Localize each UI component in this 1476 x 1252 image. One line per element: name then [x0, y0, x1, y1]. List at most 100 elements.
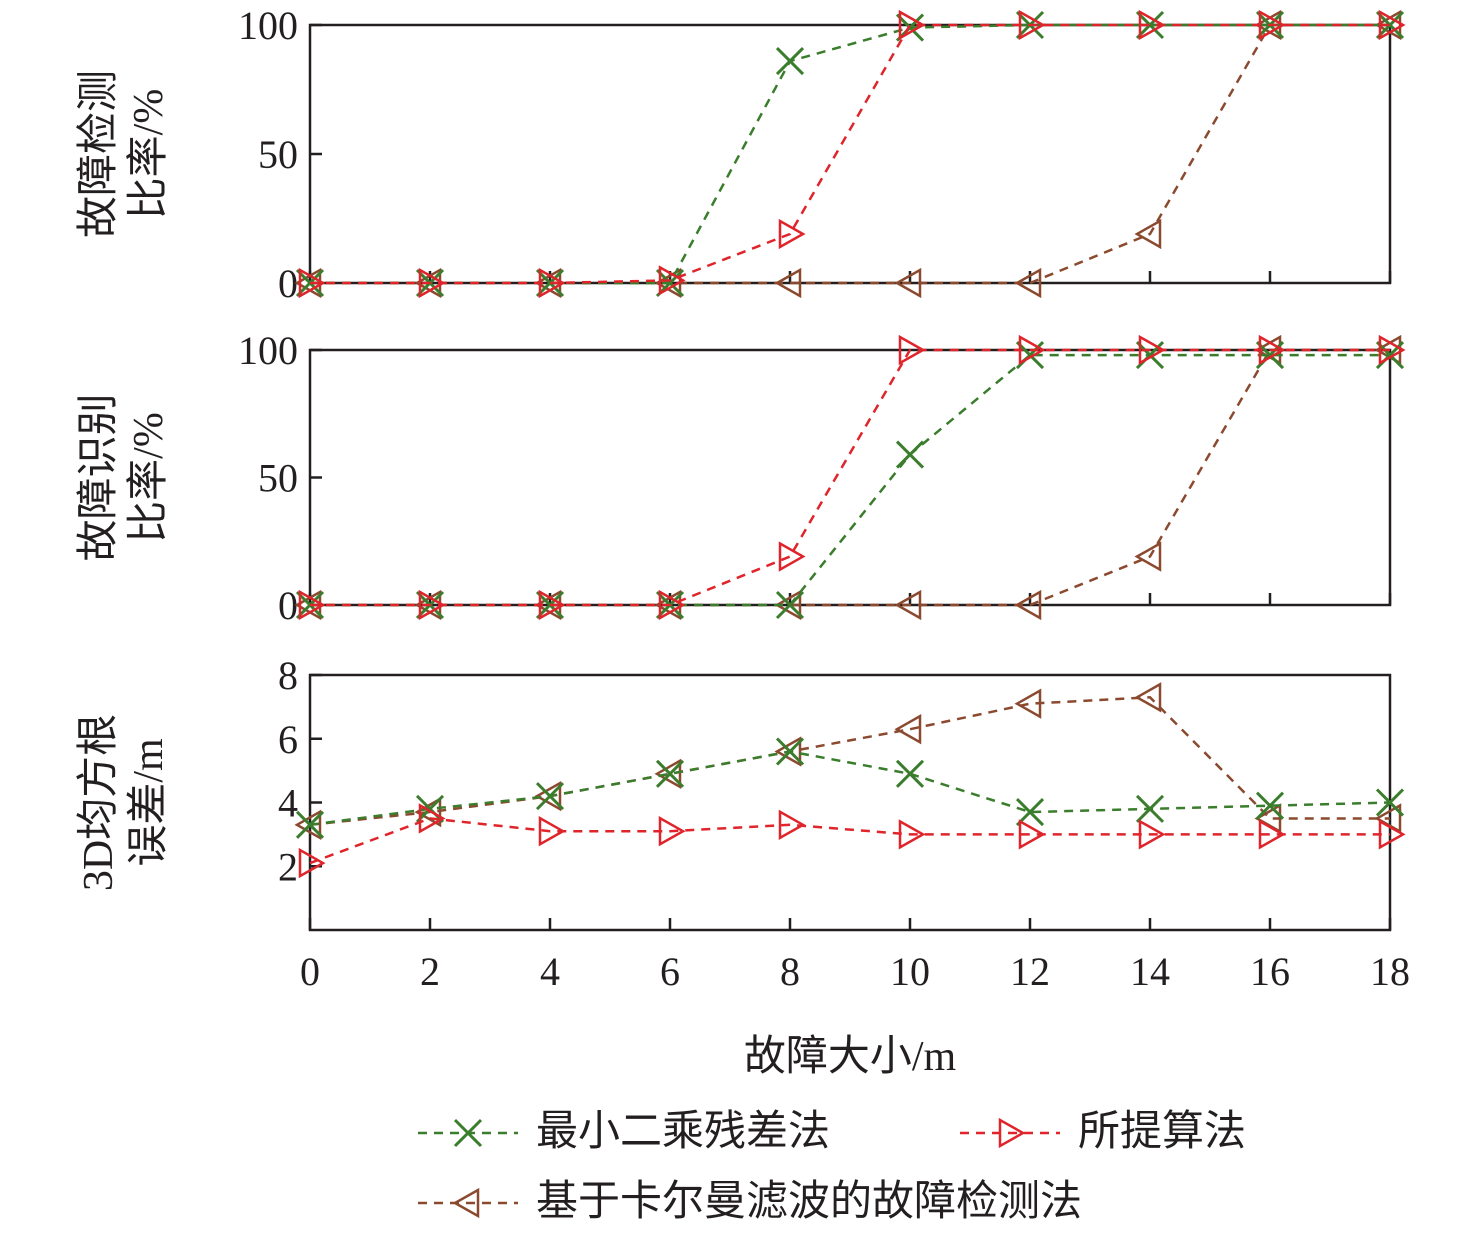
data-point — [534, 589, 562, 621]
data-point — [538, 589, 566, 621]
series-path — [310, 348, 1390, 607]
data-point — [298, 847, 326, 879]
y-axis-label-line: 故障识别 — [76, 393, 122, 561]
x-tick-label: 10 — [890, 949, 930, 994]
data-point — [778, 541, 806, 572]
legend-label: 基于卡尔曼滤波的故障检测法 — [536, 1178, 1082, 1225]
data-point — [534, 267, 562, 299]
y-axis-label-line: 误差/m — [126, 738, 172, 867]
data-point — [418, 267, 446, 299]
series-line — [298, 803, 1406, 879]
panel-3: 2 4 6 8 3D均方根误差/m — [76, 653, 1406, 932]
data-point — [1014, 267, 1042, 299]
series-line — [295, 10, 1405, 298]
data-point — [1135, 794, 1165, 823]
data-point — [658, 589, 686, 621]
y-tick-label: 2 — [278, 844, 298, 889]
series-line — [294, 334, 1402, 621]
data-point — [898, 334, 926, 366]
data-point — [1375, 788, 1405, 817]
data-point — [538, 267, 566, 299]
y-axis-label: 故障识别比率/% — [76, 393, 172, 561]
data-point — [294, 267, 322, 299]
y-axis-label-line: 3D均方根 — [76, 714, 122, 891]
y-axis-label-line: 比率/% — [125, 89, 172, 220]
plot-frame — [308, 23, 1392, 285]
data-point — [1134, 218, 1162, 250]
data-point — [534, 780, 562, 812]
plot-frame — [308, 348, 1392, 607]
y-axis-label-line: 故障检测 — [75, 70, 122, 238]
data-point — [894, 267, 922, 299]
y-tick-label: 4 — [278, 781, 298, 826]
data-point — [1018, 819, 1046, 850]
y-tick-label: 100 — [238, 3, 298, 48]
series-line — [294, 682, 1402, 840]
data-point — [1375, 10, 1405, 40]
series-path — [310, 348, 1390, 607]
data-point — [655, 759, 685, 788]
data-point — [1135, 10, 1165, 40]
y-tick-label: 0 — [278, 583, 298, 628]
data-point — [898, 819, 926, 850]
data-point — [778, 218, 806, 250]
data-point — [538, 816, 566, 847]
y-tick-label: 100 — [238, 328, 298, 373]
series-line — [295, 341, 1405, 620]
data-point — [1134, 682, 1162, 713]
data-point — [298, 267, 326, 299]
data-point — [1255, 791, 1285, 820]
y-tick-label: 0 — [278, 261, 298, 306]
series-path — [310, 23, 1390, 285]
legend-entry: 所提算法 — [960, 1109, 1246, 1155]
data-point — [1138, 9, 1166, 41]
series-path — [310, 23, 1390, 285]
series-path — [309, 696, 1390, 827]
x-tick-label: 14 — [1130, 949, 1170, 994]
legend-label: 最小二乘残差法 — [536, 1109, 830, 1155]
y-tick-label: 50 — [258, 456, 298, 501]
legend-entry: 基于卡尔曼滤波的故障检测法 — [418, 1178, 1082, 1225]
y-tick-label: 6 — [278, 717, 298, 762]
data-point — [778, 809, 806, 840]
x-tick-label: 6 — [660, 949, 680, 994]
x-tick-label: 16 — [1250, 949, 1290, 994]
data-point — [1258, 819, 1286, 850]
series-line — [298, 9, 1406, 299]
data-point — [775, 47, 805, 76]
x-tick-label: 18 — [1370, 949, 1410, 994]
series-line — [298, 334, 1406, 621]
series-path — [310, 353, 1390, 607]
data-point — [658, 265, 686, 296]
data-point — [775, 590, 805, 620]
panel-1: 0 50 100 故障检测比率/% — [75, 3, 1406, 306]
legend-marker — [453, 1118, 483, 1148]
data-point — [1374, 9, 1402, 41]
x-tick-label: 0 — [300, 949, 320, 994]
data-point — [1014, 589, 1042, 621]
legend-entry: 最小二乘残差法 — [418, 1109, 830, 1155]
data-point — [294, 589, 322, 621]
series-path — [309, 750, 1391, 827]
data-point — [1258, 9, 1286, 41]
data-point — [894, 714, 922, 745]
x-tick-label: 12 — [1010, 949, 1050, 994]
data-point — [1014, 688, 1042, 719]
x-axis-label: 故障大小/m — [744, 1034, 957, 1080]
data-point — [1258, 334, 1286, 366]
legend-marker — [452, 1187, 480, 1219]
x-tick-label: 4 — [540, 949, 560, 994]
y-axis-label: 故障检测比率/% — [75, 70, 172, 238]
plot-frame — [308, 673, 1392, 932]
data-point — [775, 737, 805, 766]
data-point — [1018, 334, 1046, 366]
data-point — [418, 803, 446, 834]
data-point — [298, 589, 326, 621]
data-point — [654, 758, 682, 789]
data-point — [895, 759, 925, 788]
x-tick-label: 2 — [420, 949, 440, 994]
data-point — [774, 267, 802, 299]
data-point — [658, 816, 686, 847]
